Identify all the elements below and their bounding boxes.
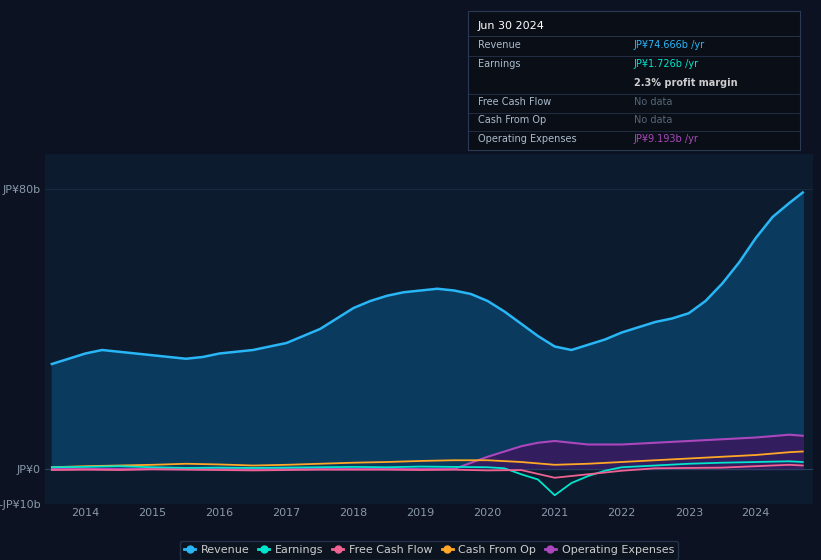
Text: Cash From Op: Cash From Op [478,115,546,125]
Text: No data: No data [634,115,672,125]
Text: Free Cash Flow: Free Cash Flow [478,97,551,106]
Text: 2.3% profit margin: 2.3% profit margin [634,78,737,88]
Text: Jun 30 2024: Jun 30 2024 [478,21,545,31]
Text: Revenue: Revenue [478,40,521,50]
Text: JP¥74.666b /yr: JP¥74.666b /yr [634,40,705,50]
Text: JP¥1.726b /yr: JP¥1.726b /yr [634,59,699,69]
Text: JP¥9.193b /yr: JP¥9.193b /yr [634,134,699,144]
Text: Operating Expenses: Operating Expenses [478,134,576,144]
Text: No data: No data [634,97,672,106]
Legend: Revenue, Earnings, Free Cash Flow, Cash From Op, Operating Expenses: Revenue, Earnings, Free Cash Flow, Cash … [180,541,678,559]
Text: Earnings: Earnings [478,59,521,69]
